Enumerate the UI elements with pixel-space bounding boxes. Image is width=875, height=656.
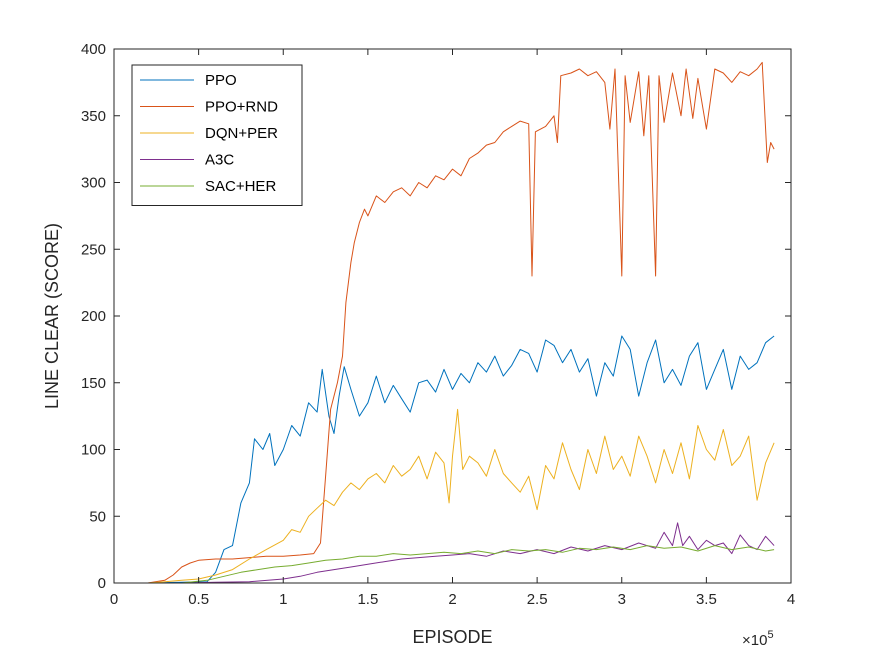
x-tick-label: 4 [787,591,795,608]
y-tick-label: 250 [81,241,106,258]
series-line-3 [114,522,775,584]
series-line-0 [114,335,775,584]
legend-label: A3C [205,152,234,169]
x-tick-label: 2 [448,591,456,608]
x-tick-label: 1.5 [357,591,378,608]
legend-label: DQN+PER [205,125,278,142]
x-axis-title: EPISODE [412,627,492,647]
legend-label: PPO [205,72,237,89]
x-tick-label: 2.5 [527,591,548,608]
y-tick-label: 150 [81,375,106,392]
series-layer [114,61,775,584]
series-line-2 [114,408,775,584]
x-tick-label: 3.5 [696,591,717,608]
y-tick-label: 300 [81,175,106,192]
axes: 0 0.5 1 1.5 2 2.5 3 3.5 4 0 50 100 150 200 250 300 350 40… [81,41,795,608]
x-axis-exponent: ×105 [742,629,774,649]
legend-label: SAC+HER [205,178,276,195]
y-tick-label: 350 [81,108,106,125]
y-tick-label: 400 [81,41,106,58]
legend-box [131,64,303,206]
x-tick-label: 0 [110,591,118,608]
x-axis-exponent-power: 5 [767,629,773,641]
series-line-1 [114,61,775,584]
series-line-4 [114,545,775,584]
x-tick-label: 3 [618,591,626,608]
y-axis-title: LINE CLEAR (SCORE) [42,223,62,409]
legend-label: PPO+RND [205,99,278,116]
y-tick-label: 100 [81,442,106,459]
legend: PPO PPO+RND DQN+PER A3C SAC+HER [131,64,303,206]
x-tick-label: 0.5 [188,591,209,608]
x-tick-label: 1 [279,591,287,608]
y-tick-label: 0 [98,575,106,592]
x-axis-exponent-base: ×10 [742,632,767,649]
y-tick-label: 200 [81,308,106,325]
y-tick-label: 50 [89,508,106,525]
